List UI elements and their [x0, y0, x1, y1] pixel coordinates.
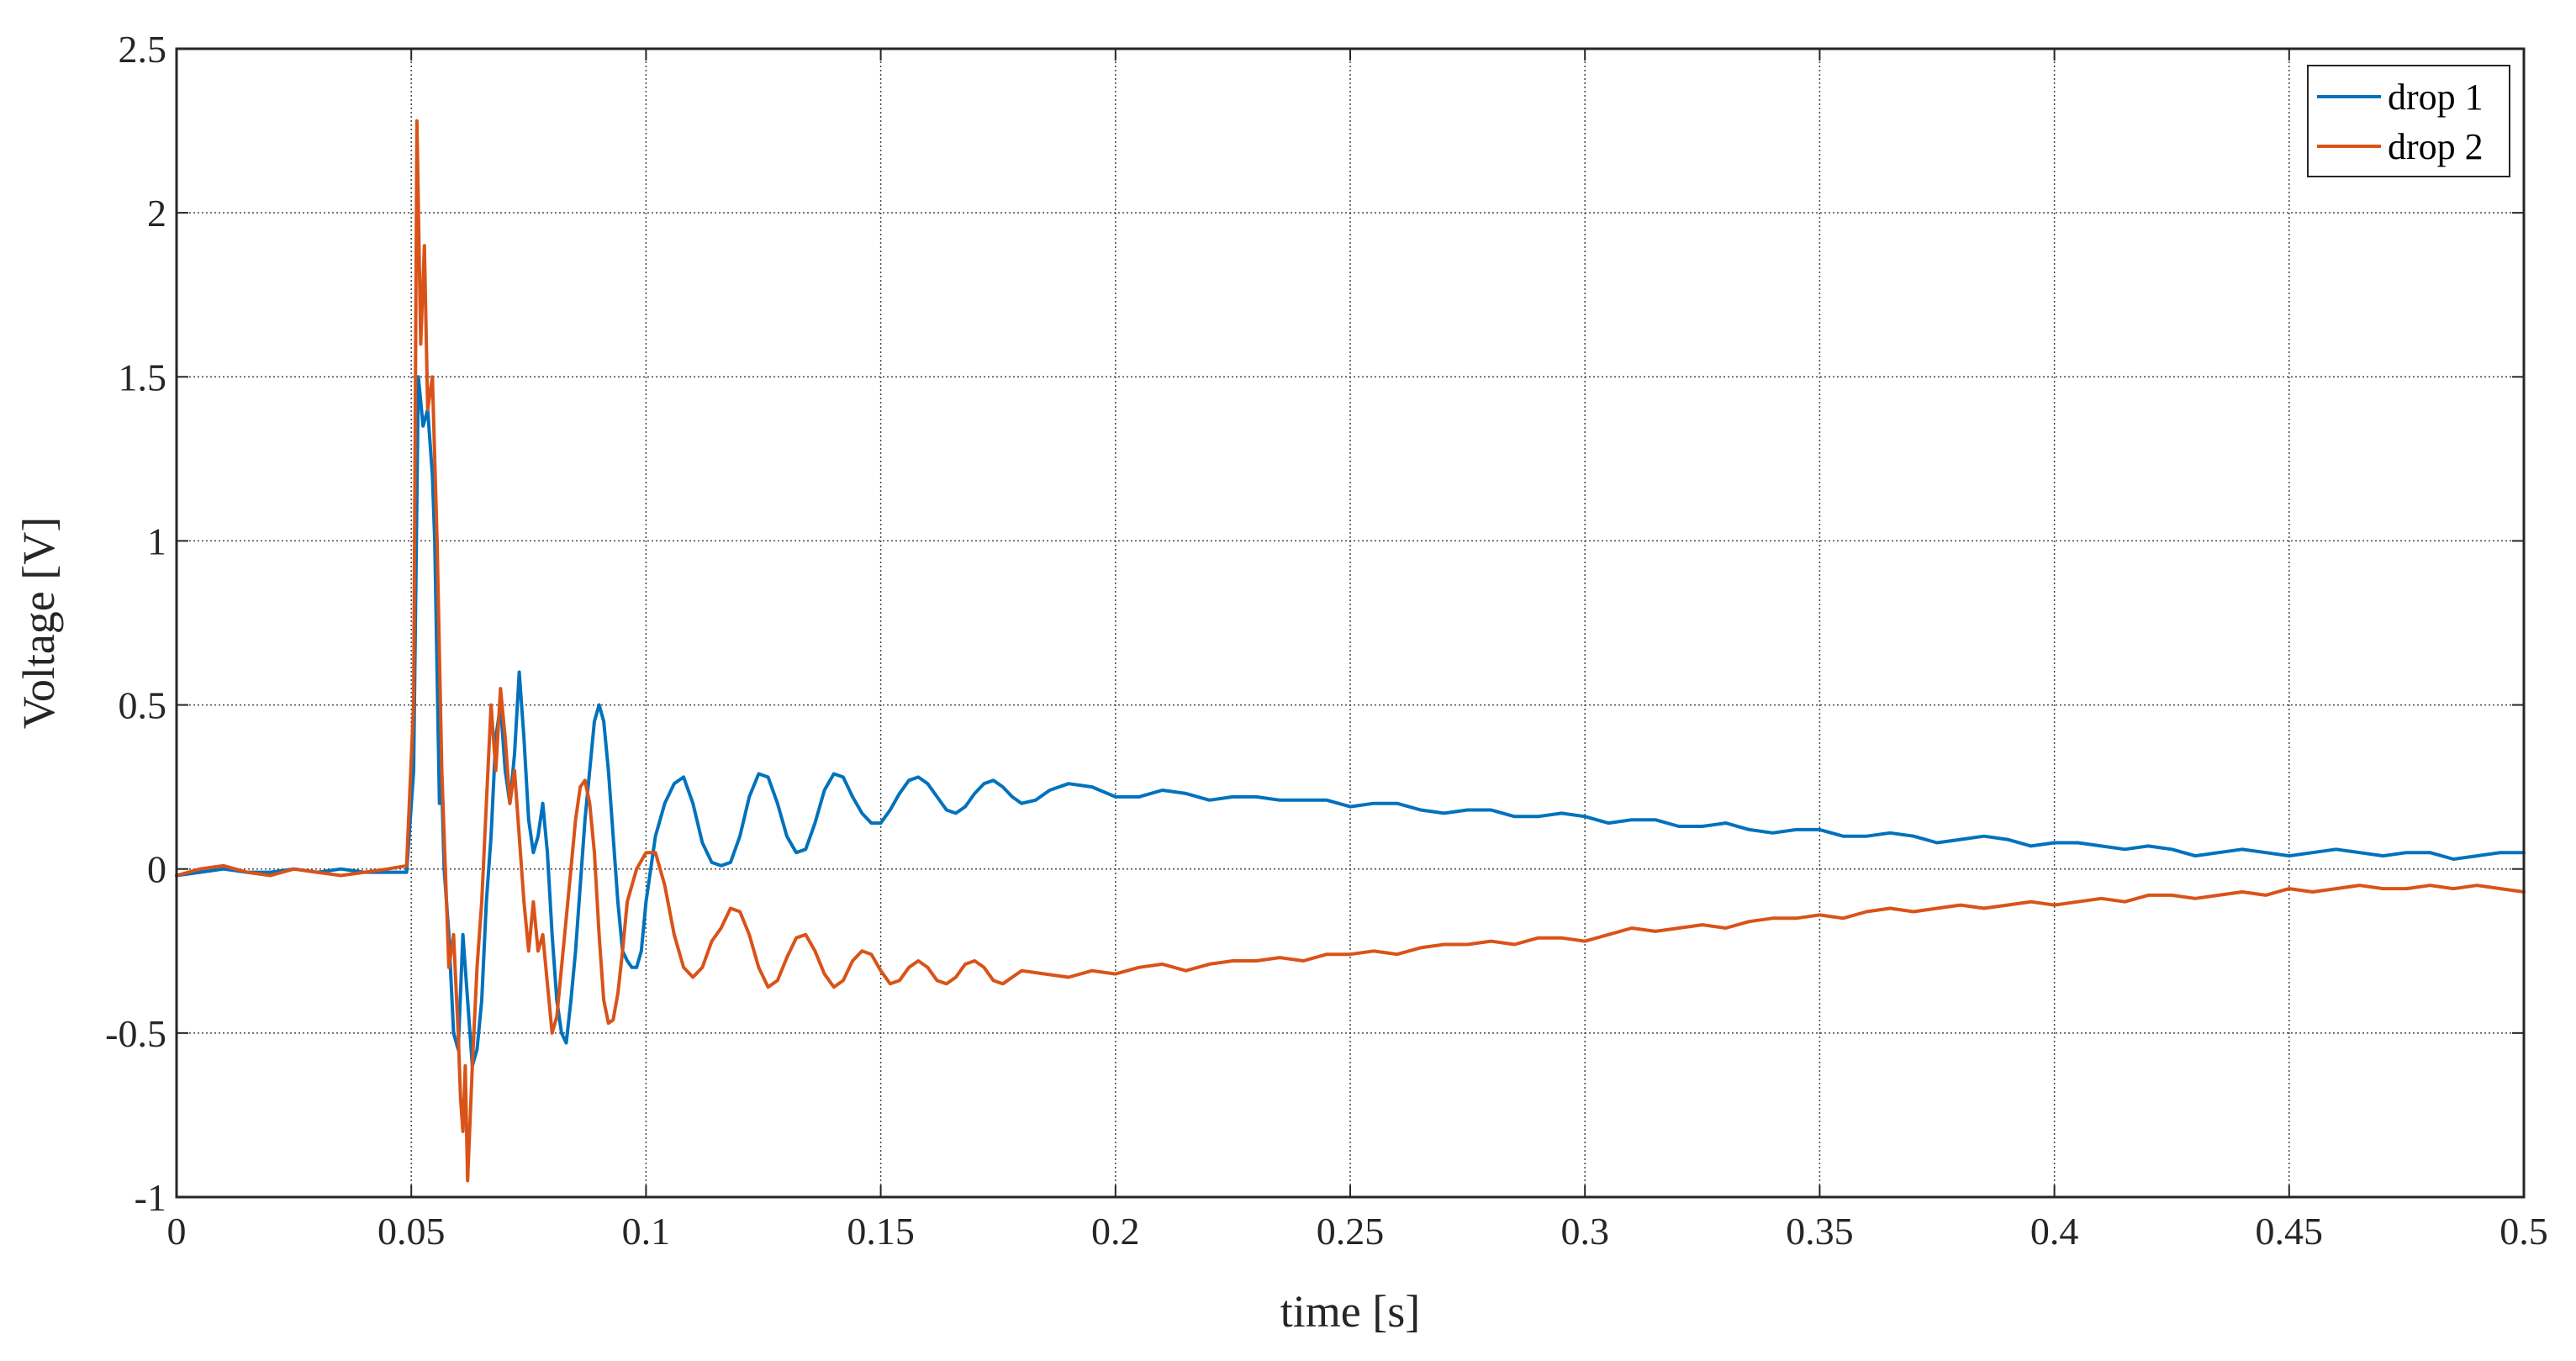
x-tick-label: 0.05: [377, 1210, 446, 1253]
x-tick-label: 0.35: [1786, 1210, 1854, 1253]
legend-box: [2307, 65, 2510, 177]
y-tick-label: -0.5: [105, 1012, 166, 1055]
x-axis-title: time [s]: [1280, 1286, 1420, 1337]
plot-area-background: [177, 49, 2524, 1197]
x-tick-label: 0: [167, 1210, 187, 1253]
x-tick-label: 0.5: [2499, 1210, 2548, 1253]
y-tick-label: 1.5: [119, 356, 167, 398]
y-tick-label: 2.5: [119, 28, 167, 71]
y-tick-label: 1: [147, 520, 166, 562]
x-tick-label: 0.25: [1317, 1210, 1385, 1253]
series-line-drop-2: [175, 119, 2526, 1183]
series-line-drop-1: [175, 375, 2526, 1068]
x-tick-label: 0.4: [2030, 1210, 2079, 1253]
y-tick-label: 0.5: [119, 684, 167, 727]
x-tick-label: 0.45: [2256, 1210, 2324, 1253]
x-tick-label: 0.1: [622, 1210, 671, 1253]
y-axis-title: Voltage [V]: [13, 517, 64, 729]
x-tick-label: 0.15: [847, 1210, 915, 1253]
x-tick-label: 0.3: [1560, 1210, 1609, 1253]
axis-ticks: 0 0.05 0.1 0.15 0.2 0.25 0.3 0.35 0.4 0.45 0.5 -1 -0…: [105, 28, 2548, 1253]
y-tick-label: -1: [135, 1176, 166, 1219]
y-tick-label: 2: [147, 192, 166, 235]
legend-label-drop-2: drop 2: [2388, 126, 2484, 167]
legend: drop 1 drop 2: [2307, 65, 2510, 177]
data-series: [175, 119, 2526, 1183]
x-tick-label: 0.2: [1091, 1210, 1140, 1253]
legend-label-drop-1: drop 1: [2388, 76, 2484, 118]
y-tick-label: 0: [147, 848, 166, 891]
